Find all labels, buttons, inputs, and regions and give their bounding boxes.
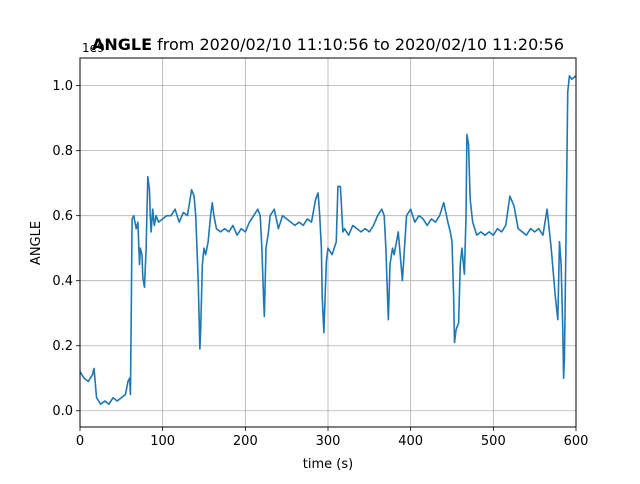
x-tick-label: 0	[76, 434, 84, 449]
plot-area	[79, 75, 577, 406]
y-axis: 0.0 0.2 0.4 0.6 0.8 1.0	[52, 79, 80, 419]
y-tick-label: 0.8	[52, 144, 73, 159]
x-tick-label: 400	[398, 434, 423, 449]
x-tick-label: 200	[233, 434, 258, 449]
y-axis-label: ANGLE	[29, 221, 44, 265]
chart-title-rest: from 2020/02/10 11:10:56 to 2020/02/10 1…	[152, 35, 564, 54]
x-tick-label: 600	[564, 434, 589, 449]
x-tick-label: 500	[481, 434, 506, 449]
y-tick-label: 1.0	[52, 79, 73, 94]
y-offset-label: 1e9	[82, 41, 105, 55]
y-tick-label: 0.4	[52, 274, 73, 289]
series-line-0	[79, 75, 577, 406]
x-tick-label: 300	[316, 434, 341, 449]
x-axis: 0 100 200 300 400 500 600	[76, 427, 589, 449]
y-tick-label: 0.0	[52, 404, 73, 419]
x-axis-label: time (s)	[303, 457, 353, 472]
grid	[79, 58, 577, 427]
y-tick-label: 0.6	[52, 209, 73, 224]
chart-title: ANGLE from 2020/02/10 11:10:56 to 2020/0…	[92, 35, 564, 54]
x-tick-label: 100	[150, 434, 175, 449]
chart-title-bold: ANGLE	[92, 35, 152, 54]
y-tick-label: 0.2	[52, 339, 73, 354]
